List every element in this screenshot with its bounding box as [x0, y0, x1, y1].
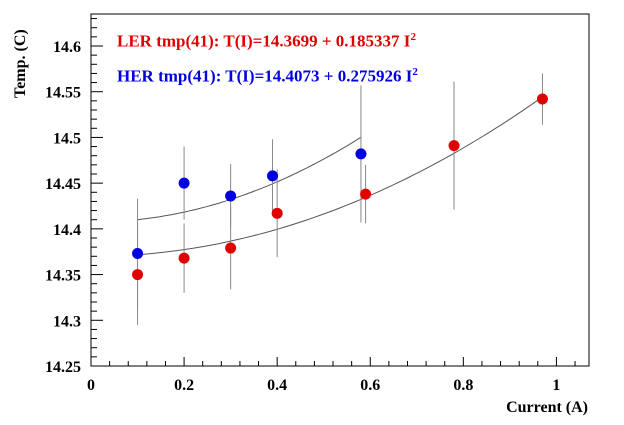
y-axis-title-box: Temp. (C)	[10, 18, 32, 98]
her-fit-annotation: HER tmp(41): T(I)=14.4073 + 0.275926 I2	[117, 66, 418, 87]
ler-data-point	[178, 252, 190, 264]
x-tick-label: 0	[87, 377, 95, 394]
ler-data-point	[132, 269, 144, 281]
y-tick-label: 14.5	[53, 130, 81, 147]
x-tick-label: 0.2	[174, 377, 194, 394]
her-data-point	[178, 177, 190, 189]
her-data-point	[355, 148, 367, 160]
her-fit-label: HER tmp(41): T(I)=14.4073 + 0.275926 I	[117, 66, 413, 86]
ler-fit-curve	[137, 96, 543, 256]
ler-data-point	[225, 242, 237, 254]
x-tick-label: 0.8	[453, 377, 473, 394]
x-tick-label: 1	[552, 377, 560, 394]
ler-data-point	[360, 188, 372, 200]
x-tick-label: 0.6	[360, 377, 380, 394]
her-fit-exponent: 2	[412, 66, 418, 78]
her-data-point	[132, 248, 144, 260]
ler-fit-exponent: 2	[410, 31, 416, 43]
plot-frame	[90, 13, 590, 367]
x-tick-label: 0.4	[267, 377, 287, 394]
ler-data-point	[271, 207, 283, 219]
y-tick-label: 14.45	[45, 176, 81, 193]
y-axis-title: Temp. (C)	[12, 29, 29, 98]
her-fit-curve	[137, 136, 362, 221]
y-tick-label: 14.55	[45, 85, 81, 102]
her-data-point	[267, 170, 279, 182]
ler-data-point	[448, 140, 460, 152]
y-tick-label: 14.35	[45, 268, 81, 285]
ler-fit-annotation: LER tmp(41): T(I)=14.3699 + 0.185337 I2	[117, 31, 416, 52]
y-tick-label: 14.4	[53, 222, 81, 239]
her-data-point	[225, 190, 237, 202]
ler-data-point	[536, 93, 548, 105]
x-axis-title: Current (A)	[506, 399, 588, 416]
ler-fit-label: LER tmp(41): T(I)=14.3699 + 0.185337 I	[117, 31, 411, 51]
y-tick-label: 14.25	[45, 359, 81, 376]
y-tick-label: 14.3	[53, 313, 81, 330]
y-tick-label: 14.6	[53, 39, 81, 56]
